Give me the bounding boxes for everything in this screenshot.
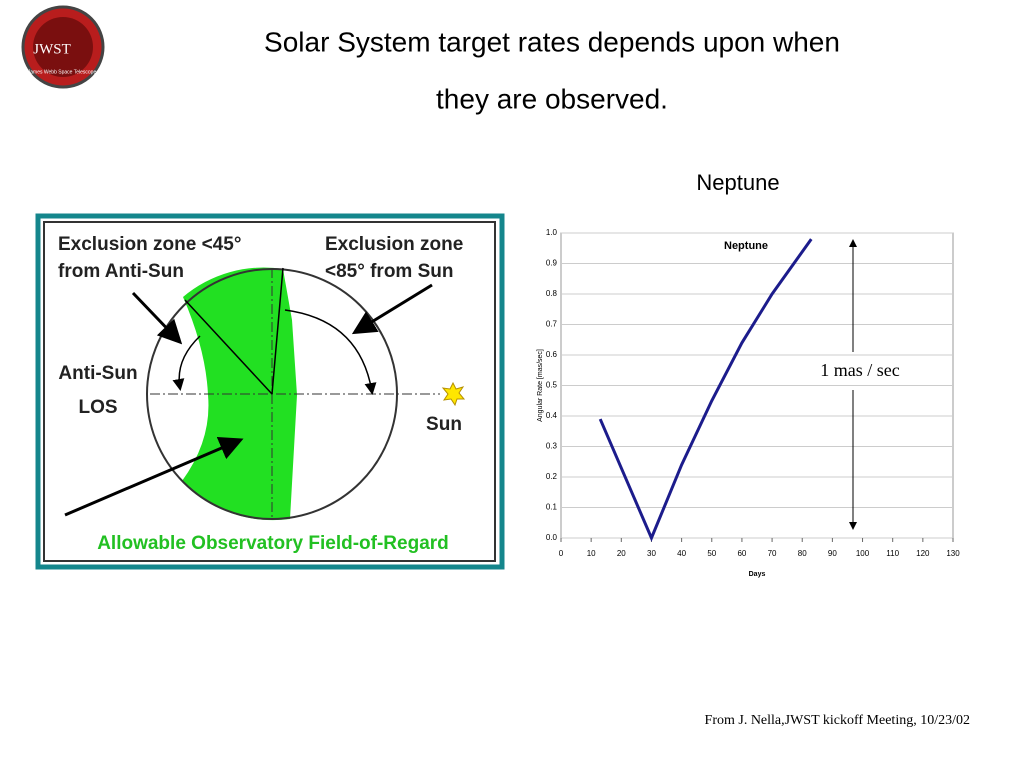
y-tick-label: 0.5 — [546, 381, 558, 390]
diagram-label: from Anti-Sun — [58, 261, 184, 282]
annotation: 1 mas / sec — [820, 360, 899, 380]
line — [598, 238, 813, 542]
chart-title: Neptune — [696, 170, 779, 195]
y-tick-label: 0.8 — [546, 289, 558, 298]
x-tick-label: 30 — [647, 549, 656, 558]
diagram-label: Exclusion zone — [325, 234, 463, 255]
y-tick-label: 0.6 — [546, 350, 558, 359]
y-tick-label: 0.9 — [546, 259, 558, 268]
diagram-label: Exclusion zone <45° — [58, 234, 241, 255]
title-line: they are observed. — [436, 83, 668, 114]
series-label: Neptune — [724, 240, 768, 252]
x-tick-label: 130 — [946, 549, 960, 558]
y-tick-label: 0.2 — [546, 472, 558, 481]
x-tick-label: 90 — [828, 549, 837, 558]
x-tick-label: 60 — [737, 549, 746, 558]
diagram-label: <85° from Sun — [325, 261, 454, 282]
y-tick-label: 0.0 — [546, 533, 558, 542]
x-tick-label: 50 — [707, 549, 716, 558]
y-tick-label: 0.3 — [546, 442, 558, 451]
x-axis-label: Days — [749, 571, 766, 578]
diagram-label: Sun — [426, 414, 462, 435]
x-tick-label: 40 — [677, 549, 686, 558]
diagram-label: Anti-Sun — [58, 363, 137, 384]
y-axis-label: Angular Rate [mas/sec] — [537, 349, 544, 422]
diagram: Exclusion zone <45° from Anti-Sun Exclus… — [35, 213, 505, 570]
x-tick-label: 20 — [617, 549, 626, 558]
x-tick-label: 0 — [559, 549, 564, 558]
logo: JWST James Webb Space Telescope — [21, 5, 105, 89]
logo-text: JWST — [33, 41, 71, 57]
x-tick-label: 70 — [768, 549, 777, 558]
logo-caption: James Webb Space Telescope — [28, 69, 97, 75]
chart: Neptune 0.0 0.1 0.2 0.3 0.4 0.5 0.6 0.7 0.8 0.9 1.0… — [537, 170, 960, 578]
y-tick-label: 0.7 — [546, 320, 558, 329]
x-tick-label: 100 — [856, 549, 870, 558]
x-tick-label: 110 — [886, 549, 899, 558]
y-tick-label: 0.4 — [546, 411, 558, 420]
title-line: Solar System target rates depends upon w… — [264, 26, 840, 57]
x-tick-label: 120 — [916, 549, 930, 558]
diagram-label: Allowable Observatory Field-of-Regard — [97, 533, 449, 554]
y-tick-label: 1.0 — [546, 228, 558, 237]
footer: From J. Nella,JWST kickoff Meeting, 10/2… — [705, 713, 970, 728]
diagram-label: LOS — [78, 397, 117, 418]
y-tick-label: 0.1 — [546, 503, 558, 512]
x-tick-label: 10 — [587, 549, 596, 558]
x-tick-label: 80 — [798, 549, 807, 558]
